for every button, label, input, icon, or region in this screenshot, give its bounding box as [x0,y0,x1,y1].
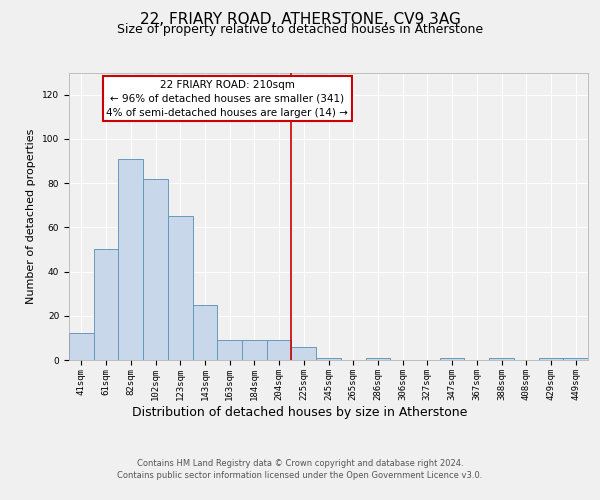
Bar [489,358,514,360]
Bar [292,346,316,360]
Text: Size of property relative to detached houses in Atherstone: Size of property relative to detached ho… [117,24,483,36]
Bar [143,178,168,360]
Bar [217,340,242,360]
Bar [94,250,118,360]
Bar [242,340,267,360]
Bar [118,159,143,360]
Bar [69,334,94,360]
Bar [193,304,217,360]
Text: Contains HM Land Registry data © Crown copyright and database right 2024.: Contains HM Land Registry data © Crown c… [137,460,463,468]
Bar [563,358,588,360]
Text: 22, FRIARY ROAD, ATHERSTONE, CV9 3AG: 22, FRIARY ROAD, ATHERSTONE, CV9 3AG [140,12,460,28]
Bar [168,216,193,360]
Bar [267,340,292,360]
Text: 22 FRIARY ROAD: 210sqm
← 96% of detached houses are smaller (341)
4% of semi-det: 22 FRIARY ROAD: 210sqm ← 96% of detached… [106,80,348,118]
Bar [316,358,341,360]
Text: Contains public sector information licensed under the Open Government Licence v3: Contains public sector information licen… [118,472,482,480]
Bar [539,358,563,360]
Text: Distribution of detached houses by size in Atherstone: Distribution of detached houses by size … [133,406,467,419]
Bar [440,358,464,360]
Bar [365,358,390,360]
Y-axis label: Number of detached properties: Number of detached properties [26,128,37,304]
